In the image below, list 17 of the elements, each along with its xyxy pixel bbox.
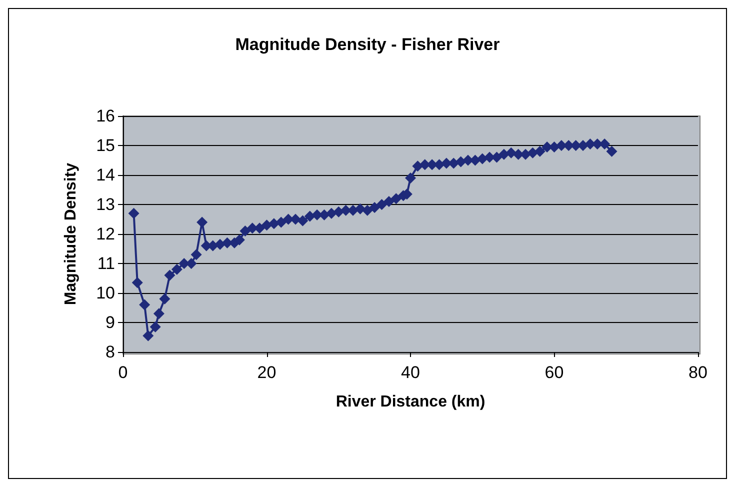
y-tick-label: 8: [106, 342, 115, 362]
y-tick-label: 9: [106, 313, 115, 332]
y-axis-title: Magnitude Density: [62, 162, 80, 306]
x-tick-label: 80: [688, 363, 708, 382]
x-tick-label: 20: [257, 363, 276, 382]
y-tick-label: 12: [96, 224, 115, 244]
y-tick-label: 13: [96, 195, 115, 214]
x-tick-label: 60: [544, 363, 564, 382]
y-tick-label: 16: [96, 106, 115, 126]
y-tick-label: 14: [96, 166, 115, 184]
y-tick-label: 11: [97, 254, 115, 273]
chart-title: Magnitude Density - Fisher River: [235, 35, 500, 54]
y-tick-label: 15: [96, 136, 115, 155]
y-tick-label: 10: [96, 284, 115, 302]
x-tick-label: 40: [401, 363, 420, 382]
x-tick-label: 0: [118, 363, 128, 382]
x-axis-title: River Distance (km): [336, 394, 486, 410]
